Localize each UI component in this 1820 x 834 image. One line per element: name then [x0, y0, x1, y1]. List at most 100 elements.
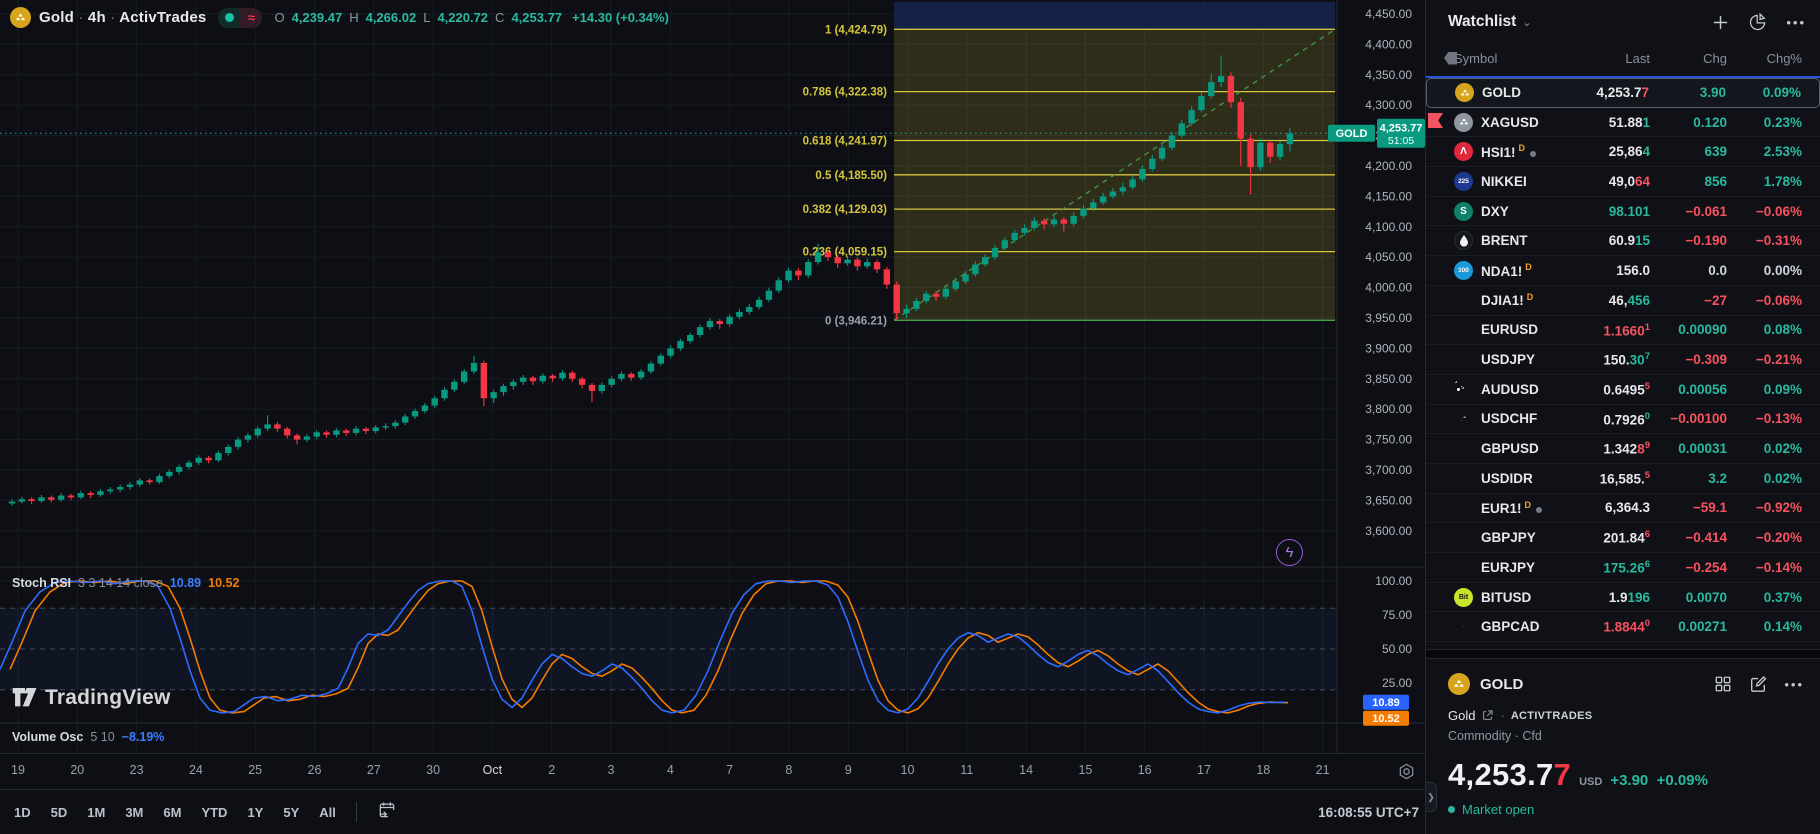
last-price: 46,456 [1608, 292, 1650, 308]
price-chart[interactable]: 1 (4,424.79) 0.786 (4,322.38) 0.618 (4,241… [0, 0, 1425, 753]
time-tick: 3 [607, 763, 615, 777]
col-chg-pct[interactable]: Chg% [1766, 50, 1802, 66]
symbol-name: GBPJPY [1481, 530, 1536, 546]
watchlist-row-hsi1[interactable]: Λ HSI1! D 25,864 639 2.53% [1426, 137, 1820, 168]
oil-drop-icon [1454, 231, 1473, 251]
col-last[interactable]: Last [1625, 50, 1650, 66]
range-6m[interactable]: 6M [163, 804, 182, 820]
svg-text:4,350.00: 4,350.00 [1365, 68, 1412, 82]
time-tick: 21 [1315, 763, 1330, 777]
col-symbol[interactable]: Symbol [1454, 50, 1498, 66]
volume-osc-header[interactable]: Volume Osc 5 10 −8.19% [12, 730, 164, 744]
symbol-name: GBPCAD [1481, 619, 1540, 635]
ohlc-value: 4,266.02 [365, 10, 417, 25]
lightning-quick-action-button[interactable]: ϟ [1276, 539, 1303, 566]
change-value: 0.00056 [1678, 381, 1727, 397]
range-1d[interactable]: 1D [14, 804, 31, 820]
svg-text:3,900.00: 3,900.00 [1365, 341, 1412, 355]
svg-text:3,750.00: 3,750.00 [1365, 433, 1412, 447]
watchlist-row-audusd[interactable]: AUDUSD 0.64955 0.00056 0.09% [1426, 375, 1820, 405]
time-tick: 7 [726, 763, 734, 777]
watchlist-row-dxy[interactable]: S DXY 98.101 −0.061 −0.06% [1426, 197, 1820, 227]
panel-collapse-handle[interactable]: ❯ [1426, 782, 1437, 812]
row-insert-indicator [1426, 76, 1820, 78]
watchlist-row-usdjpy[interactable]: USDJPY 150.307 −0.309 −0.21% [1426, 345, 1820, 375]
last-price: 1.34289 [1603, 440, 1650, 457]
last-price: 16,585.5 [1599, 470, 1650, 487]
col-chg[interactable]: Chg [1703, 50, 1727, 66]
range-5d[interactable]: 5D [50, 804, 68, 820]
change-percent: 2.53% [1763, 144, 1802, 160]
symbol-title[interactable]: Gold · 4h · ActivTrades [39, 9, 207, 26]
change-value: 0.00090 [1678, 322, 1727, 338]
stoch-rsi-header[interactable]: Stoch RSI 3 3 14 14 close 10.89 10.52 [12, 576, 239, 590]
grid-layout-icon[interactable] [1714, 675, 1732, 693]
range-all[interactable]: All [319, 804, 336, 820]
watchlist-more-button[interactable]: ••• [1786, 14, 1806, 30]
last-price: 156.0 [1616, 262, 1650, 278]
add-symbol-button[interactable] [1711, 13, 1730, 32]
watchlist-row-eurusd[interactable]: EURUSD 1.16601 0.00090 0.08% [1426, 316, 1820, 346]
bottom-toolbar: 1D 5D 1M 3M 6M YTD 1Y 5Y All 16:08:55 UTC+7 [0, 789, 1425, 834]
watchlist-row-gbpcad[interactable]: GBPCAD 1.88440 0.00271 0.14% [1426, 612, 1820, 643]
change-percent: 0.23% [1763, 114, 1802, 130]
watchlist-row-usdidr[interactable]: USDIDR 16,585.5 3.2 0.02% [1426, 464, 1820, 494]
range-1y[interactable]: 1Y [247, 804, 264, 820]
time-axis[interactable]: 19 20 23 24 25 26 27 30 Oct 2 3 4 7 8 9 10 11 14 15 16 17 18 2… [0, 753, 1425, 789]
change-percent: −0.92% [1755, 500, 1802, 516]
heatmap-pie-button[interactable] [1748, 12, 1768, 32]
watchlist-row-djia1[interactable]: DJIA1! D 46,456 −27 −0.06% [1426, 286, 1820, 316]
last-price: 1.9196 [1608, 589, 1650, 605]
watchlist-row-nikkei[interactable]: 225 NIKKEI 49,064 856 1.78% [1426, 167, 1820, 197]
range-ytd[interactable]: YTD [201, 804, 228, 820]
svg-text:4,300.00: 4,300.00 [1365, 98, 1412, 112]
edit-note-icon[interactable] [1749, 675, 1767, 693]
change-percent: −0.13% [1755, 411, 1802, 427]
watchlist-panel: Watchlist ⌄ ••• Symbol Last Chg Chg% GOLD… [1425, 0, 1820, 834]
watchlist-row-nda1[interactable]: 100 NDA1! D 156.0 0.0 0.00% [1426, 256, 1820, 286]
watchlist-row-gbpjpy[interactable]: GBPJPY 201.846 −0.414 −0.20% [1426, 523, 1820, 553]
flag-filter-icon[interactable] [1444, 51, 1457, 65]
svg-text:4,050.00: 4,050.00 [1365, 250, 1412, 264]
ohlc-value: 4,253.77 [511, 10, 563, 25]
gold-instrument-icon[interactable] [10, 7, 31, 28]
change-value: −0.061 [1685, 203, 1727, 219]
external-link-icon[interactable] [1481, 709, 1494, 722]
watchlist-row-xagusd[interactable]: XAGUSD 51.881 0.120 0.23% [1426, 108, 1820, 138]
watchlist-title-dropdown[interactable]: Watchlist ⌄ [1448, 13, 1532, 30]
svg-text:4,200.00: 4,200.00 [1365, 159, 1412, 173]
ohlc-label: L [423, 10, 431, 25]
change-value: −27 [1704, 292, 1727, 308]
detail-symbol[interactable]: GOLD [1480, 675, 1524, 693]
symbol-logo-icon: Bit [1454, 587, 1473, 607]
detail-more-button[interactable]: ••• [1784, 676, 1804, 692]
svg-text:25.00: 25.00 [1382, 676, 1412, 690]
range-5y[interactable]: 5Y [283, 804, 300, 820]
svg-text:51:05: 51:05 [1388, 135, 1414, 147]
svg-text:0.236 (4,059.15): 0.236 (4,059.15) [803, 247, 888, 259]
watchlist-row-brent[interactable]: BRENT 60.915 −0.190 −0.31% [1426, 226, 1820, 257]
axis-settings-icon[interactable] [1397, 762, 1416, 781]
watchlist-row-gold[interactable]: GOLD 4,253.77 3.90 0.09% [1426, 78, 1820, 108]
last-price: 201.846 [1603, 529, 1650, 546]
range-3m[interactable]: 3M [125, 804, 144, 820]
ohlc-label: C [495, 10, 505, 25]
data-status-pill[interactable]: ≈ [218, 7, 263, 28]
symbol-name: GOLD [1482, 85, 1521, 101]
watchlist-row-eurjpy[interactable]: EURJPY 175.266 −0.254 −0.14% [1426, 553, 1820, 583]
svg-text:GOLD: GOLD [1336, 128, 1368, 140]
range-1m[interactable]: 1M [87, 804, 106, 820]
ohlc-value: 4,239.47 [291, 10, 343, 25]
watchlist-row-gbpusd[interactable]: GBPUSD 1.34289 0.00031 0.02% [1426, 434, 1820, 464]
detail-name[interactable]: Gold [1448, 708, 1476, 724]
svg-text:4,000.00: 4,000.00 [1365, 281, 1412, 295]
watchlist-row-bitusd[interactable]: Bit BITUSD 1.9196 0.0070 0.37% [1426, 583, 1820, 613]
watchlist-row-eur1[interactable]: EUR1! D 6,364.3 −59.1 −0.92% [1426, 494, 1820, 524]
red-flag-icon [1428, 113, 1454, 131]
ohlc-value: 4,220.72 [437, 10, 489, 25]
time-tick: 2 [548, 763, 556, 777]
go-to-date-button[interactable] [377, 800, 397, 825]
panel-divider [1426, 649, 1820, 660]
watchlist-row-usdchf[interactable]: USDCHF 0.79260 −0.00100 −0.13% [1426, 405, 1820, 435]
